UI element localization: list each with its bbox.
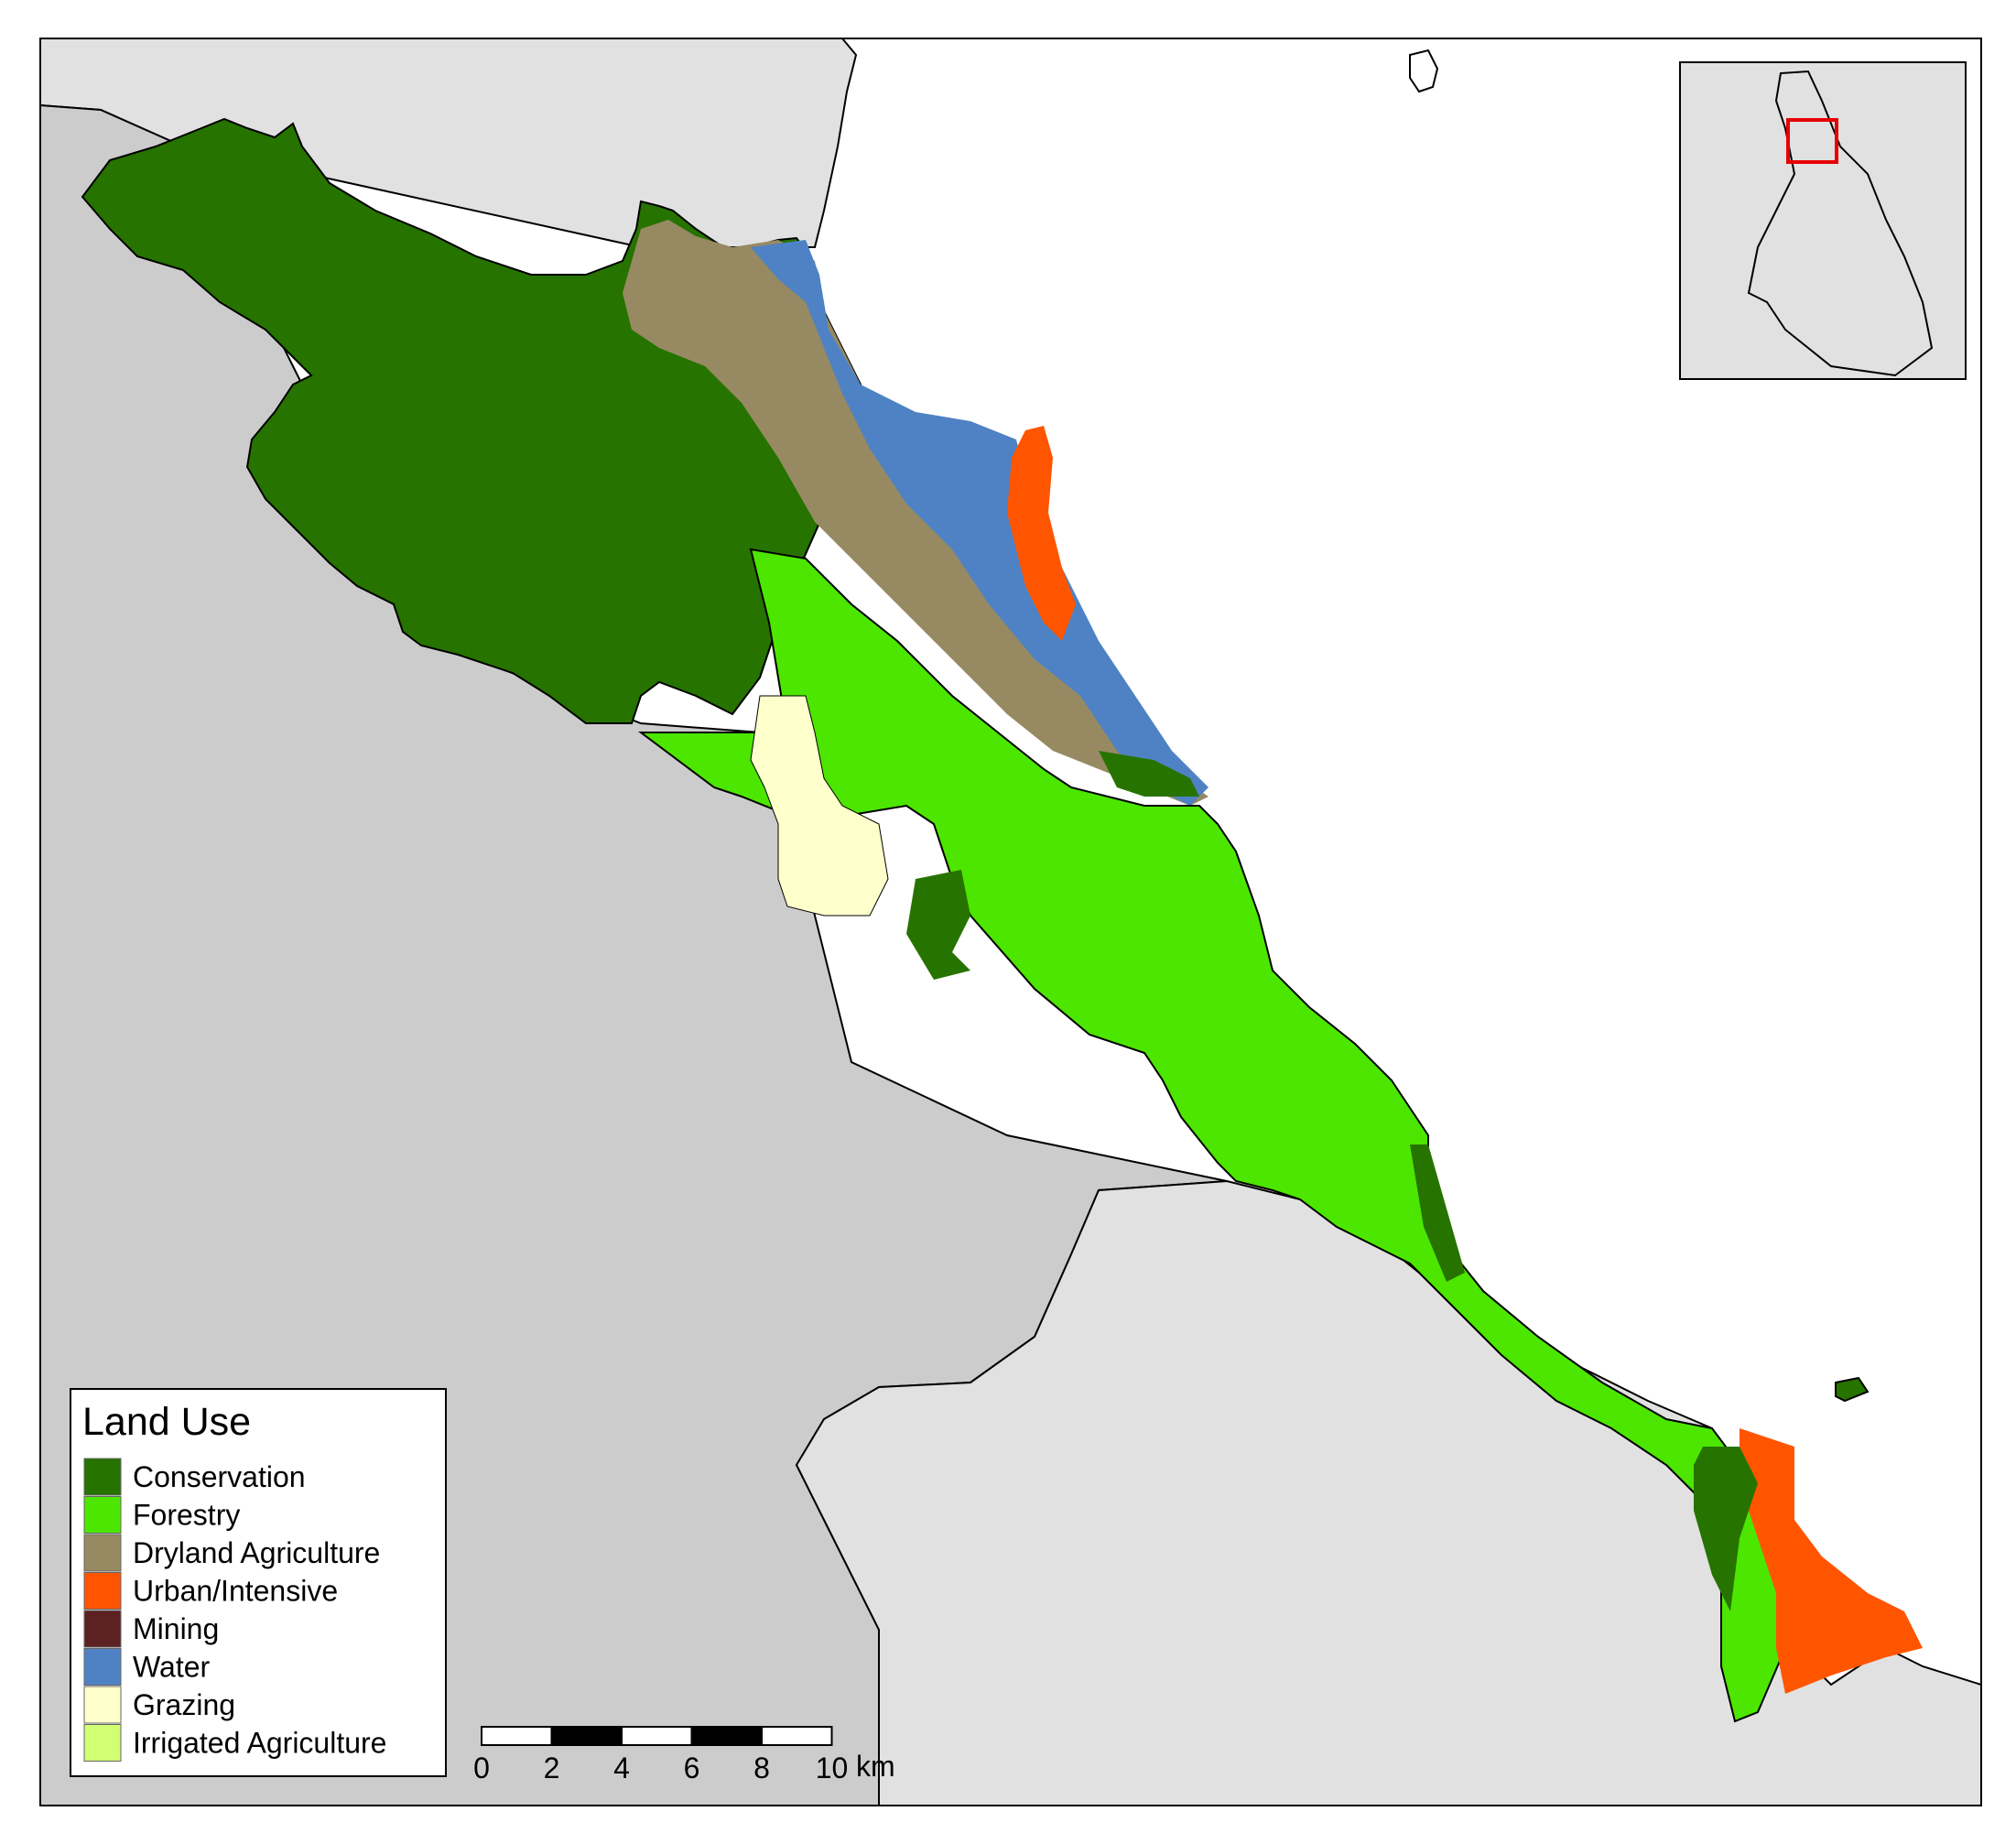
legend-swatch [83, 1686, 122, 1724]
inset-regions [1747, 70, 1934, 377]
scale-tick-label: 0 [473, 1752, 490, 1784]
legend-label: Dryland Agriculture [133, 1536, 380, 1569]
scale-segment [481, 1726, 553, 1746]
legend-label: Forestry [133, 1499, 240, 1532]
scale-segment [761, 1726, 833, 1746]
legend-label: Irrigated Agriculture [133, 1727, 386, 1760]
scale-segment [621, 1726, 693, 1746]
scale-tick-label: 10 [816, 1752, 849, 1784]
conservation-patch [1410, 1144, 1465, 1282]
legend-swatch [83, 1534, 122, 1572]
legend-label: Mining [133, 1612, 219, 1645]
island [1835, 1376, 1870, 1403]
grazing-area [750, 695, 889, 916]
urban-south-area [1740, 1428, 1923, 1694]
scale-tick-label: 4 [613, 1752, 630, 1784]
legend-label: Water [133, 1651, 211, 1684]
scale-tick-label: 6 [684, 1752, 700, 1784]
legend-title: Land Use [82, 1400, 251, 1444]
legend: Land Use Conservation Forestry Dryland Agr… [70, 1388, 447, 1777]
island [1409, 49, 1439, 93]
legend-box [70, 1388, 447, 1777]
conservation-patch [1099, 751, 1199, 797]
urban-coastal-strip [1007, 426, 1076, 641]
scale-segment [550, 1726, 623, 1746]
legend-label: Urban/Intensive [133, 1575, 338, 1608]
inset-highlight-box [1786, 118, 1838, 164]
legend-swatch [83, 1496, 122, 1534]
legend-swatch [83, 1610, 122, 1648]
water-area [751, 240, 1209, 806]
conservation-patch-south [1694, 1447, 1758, 1611]
conservation-patch [906, 870, 970, 980]
legend-swatch [83, 1724, 122, 1762]
inset-locator-map [1679, 61, 1967, 380]
scale-segment [690, 1726, 763, 1746]
scale-bar: 0 2 4 6 8 10 km [473, 1726, 895, 1784]
legend-swatch [83, 1572, 122, 1610]
scale-unit: km [856, 1750, 895, 1783]
legend-swatch [83, 1458, 122, 1496]
legend-label: Grazing [133, 1688, 235, 1721]
scale-tick-label: 8 [753, 1752, 770, 1784]
scale-tick-label: 2 [544, 1752, 560, 1784]
legend-label: Conservation [133, 1460, 306, 1493]
legend-swatch [83, 1648, 122, 1686]
